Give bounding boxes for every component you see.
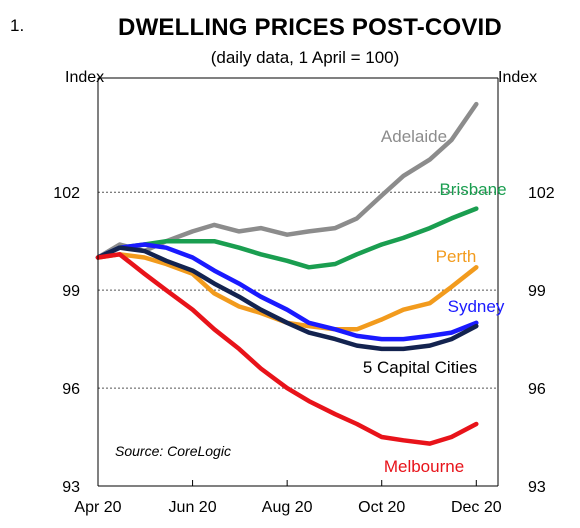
x-tick-label: Dec 20	[451, 499, 502, 516]
series-line-brisbane	[95, 206, 479, 270]
y-axis-label-right: Index	[498, 69, 538, 86]
series-line-5-capital-cities	[95, 245, 479, 352]
y-tick-label-left: 93	[62, 479, 80, 496]
plot-frame	[97, 77, 499, 487]
x-tick-label: Aug 20	[262, 499, 313, 516]
series-label-adelaide: Adelaide	[381, 127, 447, 146]
series-label-5-capital-cities: 5 Capital Cities	[363, 358, 477, 377]
series-label-sydney: Sydney	[448, 297, 505, 316]
series-label-melbourne: Melbourne	[384, 457, 464, 476]
x-tick-label: Apr 20	[74, 499, 121, 516]
series-line-perth	[95, 252, 479, 332]
axis-ticks: 93 93 96 96 99 99 102 102 Apr 20 Jun 20 Aug 20 Oct …	[53, 185, 555, 516]
y-tick-label-right: 93	[528, 479, 546, 496]
series-labels: Adelaide Brisbane Perth Sydney 5 Capital Cit…	[115, 127, 507, 476]
y-tick-label-right: 96	[528, 381, 546, 398]
y-tick-label-left: 102	[53, 185, 80, 202]
series-line-melbourne	[95, 252, 479, 446]
y-tick-label-right: 99	[528, 283, 546, 300]
source-note: Source: CoreLogic	[115, 443, 231, 459]
gridlines	[98, 191, 498, 389]
y-axis-label-left: Index	[65, 69, 105, 86]
series-lines	[95, 101, 479, 446]
series-label-brisbane: Brisbane	[439, 180, 506, 199]
figure-number: 1.	[10, 16, 25, 35]
chart-title: DWELLING PRICES POST-COVID	[118, 14, 502, 41]
series-label-perth: Perth	[436, 247, 477, 266]
y-tick-label-left: 99	[62, 283, 80, 300]
x-tick-label: Oct 20	[358, 499, 405, 516]
x-tick-label: Jun 20	[169, 499, 217, 516]
series-line-sydney	[95, 242, 479, 342]
y-tick-label-right: 102	[528, 185, 555, 202]
chart-subtitle: (daily data, 1 April = 100)	[210, 48, 400, 67]
y-tick-label-left: 96	[62, 381, 80, 398]
